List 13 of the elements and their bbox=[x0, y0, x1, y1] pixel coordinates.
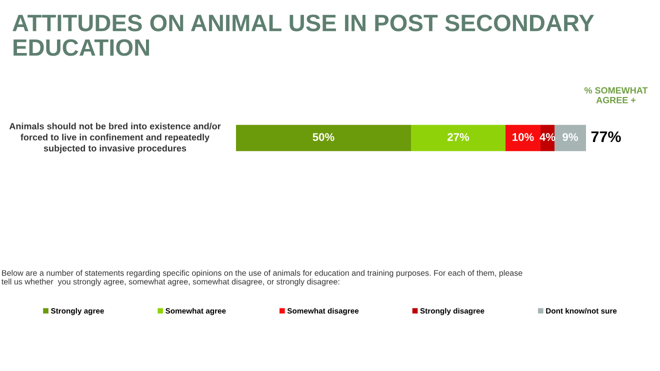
bar bbox=[411, 124, 506, 152]
data-label: 50% bbox=[312, 133, 334, 141]
y-tick-label: Animals should not be bred into existence and/or forced to live in confinement and repeatedly subjected to invasive procedures bbox=[9, 122, 221, 154]
text: Below are a number of statements regarding specific opinions on the use of animals for education and training purposes. For each of them, please tell us whether you strongly agree, somewhat agree, somewhat disagree, or strongly disagree: bbox=[2, 270, 522, 286]
text: 77% bbox=[591, 131, 621, 142]
data-label: 10% bbox=[512, 133, 534, 141]
data-label: 27% bbox=[448, 133, 470, 141]
bar bbox=[506, 124, 540, 152]
text: % SOMEWHAT AGREE + bbox=[584, 87, 648, 104]
chart-title: ATTITUDES ON ANIMAL USE IN POST SECONDARY EDUCATION bbox=[12, 14, 594, 56]
bar bbox=[236, 124, 411, 152]
bar bbox=[554, 124, 586, 152]
data-label: 9% bbox=[562, 133, 578, 141]
